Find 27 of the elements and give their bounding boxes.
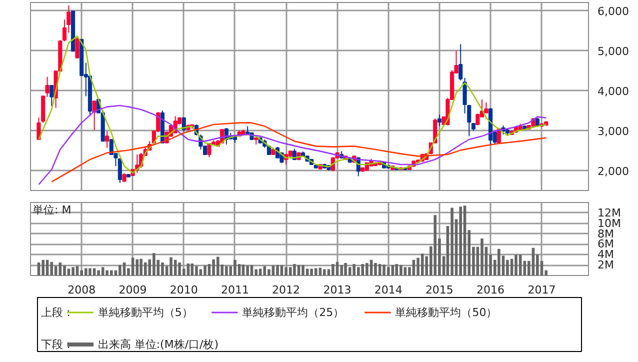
y-axis-title: 単位: M [32,204,72,216]
y-tick-label: 6,000 [598,5,629,18]
legend-title: 上段： [40,306,74,319]
legend-label: 単純移動平均（25） [242,306,344,319]
x-tick-label: 2008 [68,284,96,296]
x-tick-label: 2013 [323,284,352,296]
x-tick-label: 2015 [425,284,454,296]
legend-label: 単純移動平均（5） [98,306,193,319]
y-tick-label: 3,000 [598,125,629,138]
x-tick-label: 2016 [476,284,505,296]
y-tick-label: 8M [598,227,614,240]
y-tick-label: 4M [598,248,614,262]
x-tick-label: 2012 [272,284,300,296]
legend-label: 出来高 単位:(M株/口/枚) [98,338,219,351]
x-tick-label: 2011 [220,284,249,296]
y-tick-label: 6M [598,238,614,251]
y-tick-label: 10M [598,216,621,230]
y-tick-label: 4,000 [598,85,629,98]
legend-label: 単純移動平均（50） [395,306,498,319]
y-tick-label: 2,000 [598,165,629,178]
x-tick-label: 2009 [118,284,147,296]
y-tick-label: 2M [598,258,614,272]
x-tick-label: 2014 [374,284,402,296]
y-tick-label: 5,000 [598,45,629,58]
y-tick-label: 12M [598,206,621,220]
x-tick-label: 2010 [170,284,198,296]
x-tick-label: 2017 [528,284,556,296]
